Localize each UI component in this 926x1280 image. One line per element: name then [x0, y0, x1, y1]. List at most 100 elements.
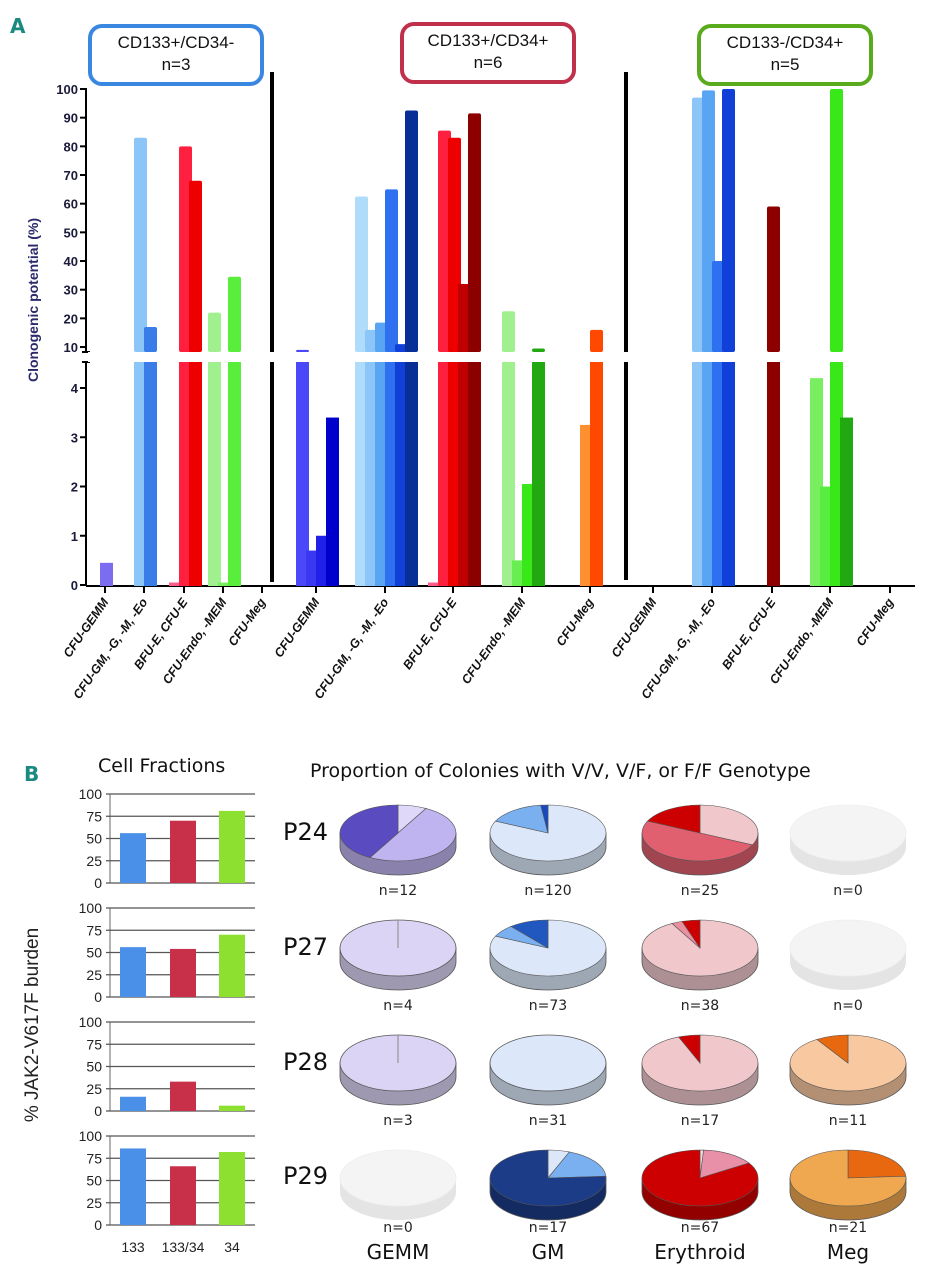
axis-break-gap — [88, 352, 918, 362]
y-tick-label: 0 — [94, 989, 102, 1005]
bar-upper — [208, 312, 221, 352]
pie-slice — [789, 919, 907, 977]
bar-lower — [502, 362, 515, 586]
y-tick-label: 100 — [79, 1014, 103, 1030]
cell-fraction-panel-p24: 0 25 50 75 100 — [79, 786, 255, 891]
pie-n-label: n=21 — [828, 1220, 868, 1236]
group-n: n=3 — [161, 55, 191, 74]
y-tick-label: 100 — [79, 900, 103, 916]
bar — [306, 550, 319, 586]
bar — [580, 424, 593, 586]
bar-upper — [144, 326, 157, 352]
pie-p28-gm — [489, 1034, 607, 1106]
y-tick-label: 0 — [94, 875, 102, 891]
bar-upper — [179, 146, 192, 352]
bar — [512, 560, 525, 586]
pie-p27-meg — [789, 919, 907, 990]
bar-lower — [722, 362, 735, 586]
group-n: n=5 — [770, 55, 800, 74]
x-tick-label: 34 — [224, 1239, 240, 1255]
bar-upper — [365, 329, 378, 352]
pie-p29-erythroid — [641, 1149, 759, 1221]
y-tick-label: 0 — [71, 578, 78, 593]
group-box-cd133pos-cd34neg: CD133+/CD34- n=3 — [88, 24, 264, 86]
bar — [326, 417, 339, 586]
bar-133 — [120, 947, 146, 997]
pie-p29-meg — [789, 1149, 907, 1221]
pie-slice — [641, 1034, 759, 1092]
bar-upper — [702, 90, 715, 352]
y-tick-label: 0 — [94, 1103, 102, 1119]
pie-p24-gm — [489, 804, 607, 876]
pie-n-label: n=17 — [680, 1113, 720, 1129]
pie-slice — [369, 808, 457, 862]
y-tick-label: 2 — [71, 480, 78, 495]
bar-lower — [208, 362, 221, 586]
y-tick-label: 50 — [86, 1059, 102, 1075]
y-tick-label: 50 — [86, 945, 102, 961]
bar-lower — [458, 362, 471, 586]
pie-slice — [339, 1149, 457, 1207]
pie-p29-gm — [489, 1149, 607, 1221]
bar-133-34 — [170, 948, 196, 997]
bar — [840, 417, 853, 586]
bar — [169, 582, 182, 586]
y-tick-label: 20 — [64, 311, 78, 326]
pie-slice — [816, 1034, 849, 1064]
pie-n-label: n=12 — [378, 883, 418, 899]
x-tick-label: 133 — [121, 1239, 145, 1255]
bar-133-34 — [170, 1166, 196, 1225]
y-tick-label: 30 — [64, 283, 78, 298]
y-tick-label: 50 — [86, 1173, 102, 1189]
group-box-cd133pos-cd34pos: CD133+/CD34+ n=6 — [400, 22, 576, 84]
cell-fraction-panel-p29: 0 25 50 75 100 — [79, 1128, 255, 1233]
col-label-erythroid: Erythroid — [654, 1240, 746, 1264]
bar-upper — [375, 322, 388, 352]
bar-upper — [296, 349, 309, 352]
bar-upper — [590, 329, 603, 352]
y-tick-label: 25 — [86, 1081, 102, 1097]
row-label-p29: P29 — [283, 1162, 329, 1190]
bar-upper — [228, 276, 241, 352]
bar-upper — [722, 89, 735, 352]
bar — [810, 378, 823, 586]
bar-lower — [134, 362, 147, 586]
y-tick-label: 75 — [86, 1150, 102, 1166]
pie-slice — [641, 820, 754, 862]
bar-lower — [438, 362, 451, 586]
pie-n-label: n=67 — [680, 1220, 720, 1236]
pie-slice — [699, 804, 759, 846]
pie-slice — [540, 804, 549, 834]
pie-slice — [489, 919, 607, 977]
pie-slice — [489, 804, 607, 862]
bar-lower — [590, 362, 603, 586]
bar-upper — [385, 189, 398, 352]
pie-n-label: n=31 — [528, 1113, 568, 1129]
y-tick-label: 100 — [79, 1128, 103, 1144]
bar-lower — [296, 362, 309, 586]
bar-upper — [448, 137, 461, 352]
bar-upper — [502, 311, 515, 352]
bar-lower — [767, 362, 780, 586]
bar-upper — [468, 113, 481, 352]
cell-fractions-title: Cell Fractions — [98, 755, 226, 777]
group-n: n=6 — [473, 53, 503, 72]
pie-p27-erythroid — [641, 919, 759, 991]
pie-n-label: n=0 — [833, 883, 863, 899]
cell-fraction-panel-p28: 0 25 50 75 100 — [79, 1014, 255, 1119]
bar — [428, 582, 441, 586]
pie-p28-erythroid — [641, 1034, 759, 1106]
y-tick-label: 50 — [86, 831, 102, 847]
col-label-gemm: GEMM — [366, 1240, 430, 1264]
y-tick-label: 75 — [86, 922, 102, 938]
pie-slice — [641, 1149, 759, 1207]
y-tick-label: 40 — [64, 254, 78, 269]
bar-133 — [120, 1148, 146, 1225]
bar-upper — [458, 283, 471, 352]
bar-lower — [365, 362, 378, 586]
pie-slice — [789, 804, 907, 862]
pie-slice — [494, 804, 549, 834]
bar-upper — [395, 344, 408, 352]
bar — [100, 562, 113, 586]
